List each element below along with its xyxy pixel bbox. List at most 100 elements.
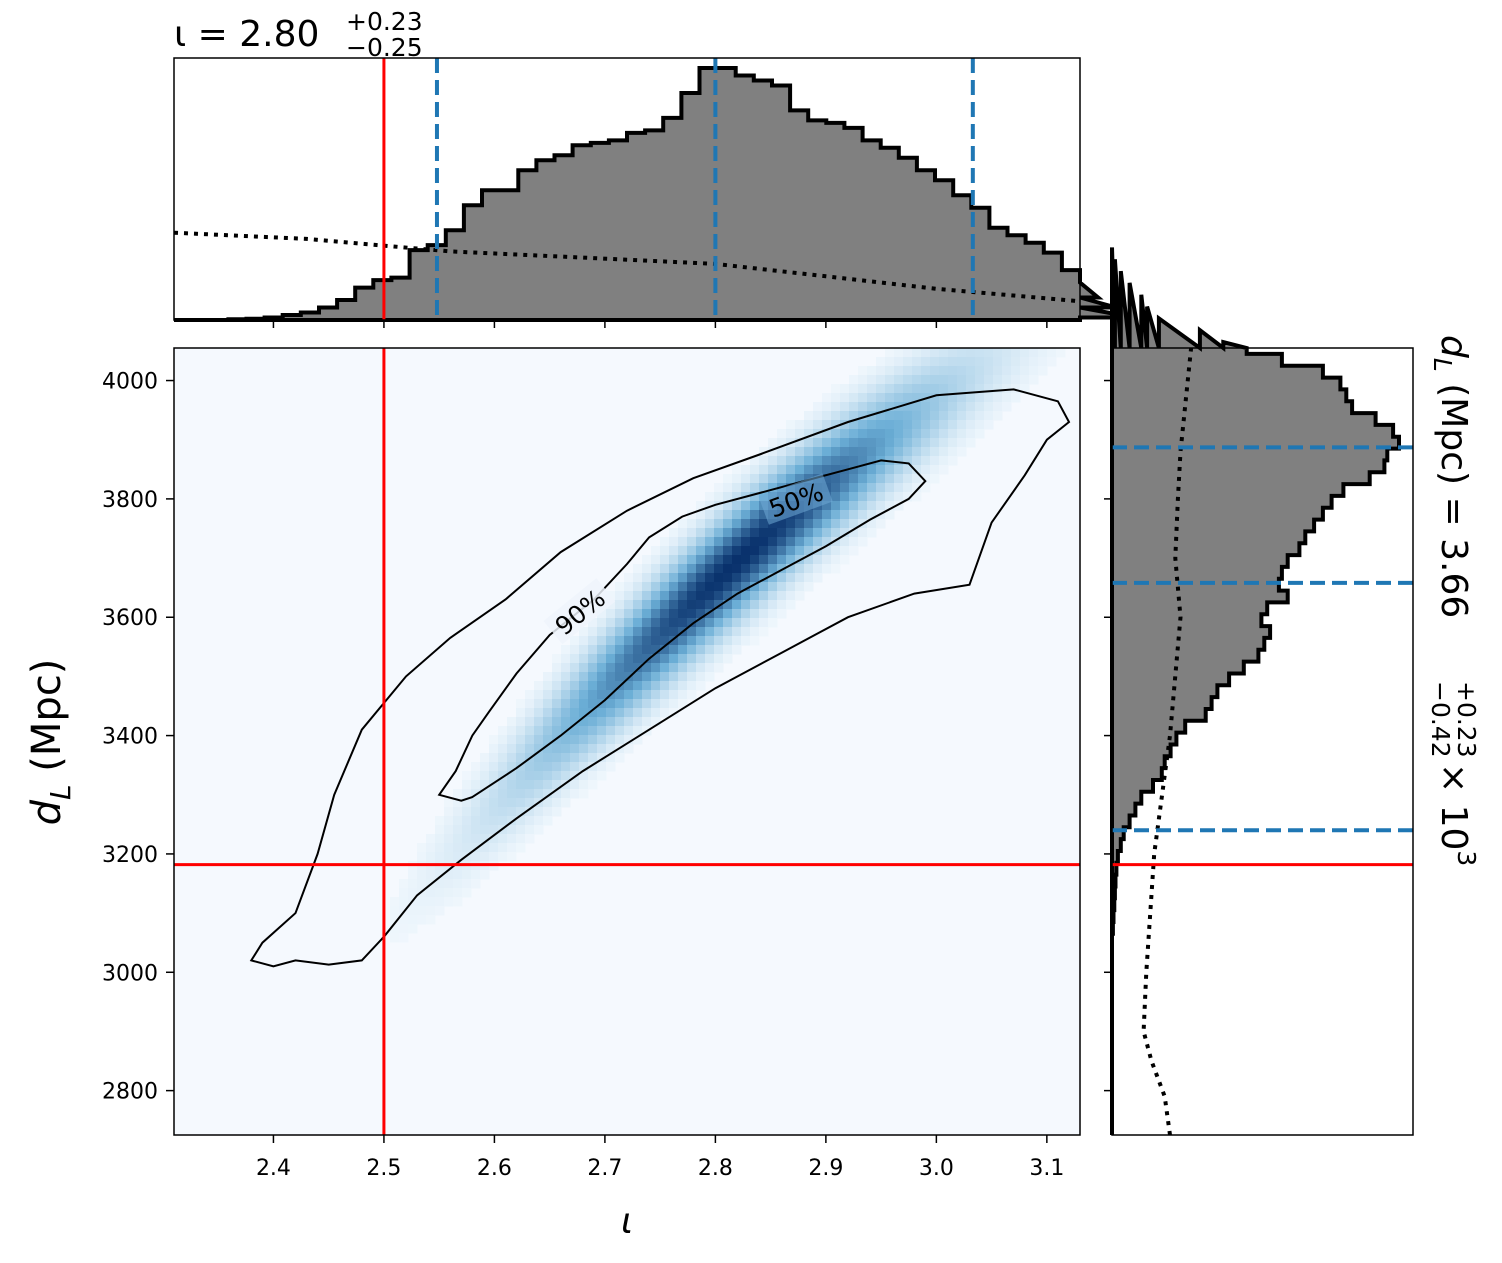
density-cell	[543, 672, 553, 682]
density-cell	[417, 879, 427, 889]
density-cell	[705, 654, 715, 664]
density-cell	[939, 402, 949, 412]
contour-90	[249, 388, 1071, 968]
density-cell	[615, 609, 625, 619]
density-cell	[741, 546, 751, 556]
density-cell	[732, 465, 742, 475]
density-cell	[624, 717, 634, 727]
density-cell	[399, 915, 409, 925]
density-cell	[633, 645, 643, 655]
density-cell	[453, 843, 463, 853]
density-cell	[894, 366, 904, 376]
density-cell	[543, 780, 553, 790]
density-cell	[660, 546, 670, 556]
density-cell	[894, 456, 904, 466]
density-cell	[687, 654, 697, 664]
density-cell	[561, 735, 571, 745]
density-cell	[606, 735, 616, 745]
y-tick-label: 3800	[102, 488, 158, 513]
density-cell	[777, 438, 787, 448]
density-cell	[948, 348, 958, 358]
density-cell	[570, 663, 580, 673]
density-cell	[588, 645, 598, 655]
density-cell	[498, 753, 508, 763]
density-cell	[516, 735, 526, 745]
density-cell	[723, 555, 733, 565]
density-cell	[570, 789, 580, 799]
density-cell	[687, 591, 697, 601]
density-cell	[804, 546, 814, 556]
density-cell	[498, 735, 508, 745]
density-cell	[993, 393, 1003, 403]
density-cell	[723, 546, 733, 556]
density-cell	[624, 636, 634, 646]
density-cell	[885, 420, 895, 430]
density-cell	[633, 636, 643, 646]
density-cell	[534, 789, 544, 799]
density-cell	[822, 465, 832, 475]
density-cell	[813, 411, 823, 421]
density-cell	[867, 447, 877, 457]
density-cell	[777, 447, 787, 457]
density-cell	[741, 519, 751, 529]
density-cell	[606, 753, 616, 763]
density-cell	[876, 420, 886, 430]
density-cell	[669, 645, 679, 655]
density-cell	[696, 663, 706, 673]
density-cell	[534, 744, 544, 754]
density-cell	[1056, 348, 1066, 358]
density-cell	[975, 348, 985, 358]
density-cell	[624, 708, 634, 718]
density-cell	[687, 519, 697, 529]
density-cell	[633, 618, 643, 628]
density-cell	[759, 627, 769, 637]
density-cell	[849, 429, 859, 439]
density-cell	[606, 744, 616, 754]
joint-injection-lines	[174, 348, 1080, 1135]
density-cell	[867, 429, 877, 439]
density-cell	[912, 366, 922, 376]
density-cell	[597, 771, 607, 781]
density-cell	[849, 420, 859, 430]
density-cell	[876, 429, 886, 439]
density-cell	[606, 618, 616, 628]
density-cell	[525, 789, 535, 799]
density-cell	[831, 384, 841, 394]
density-cell	[984, 375, 994, 385]
density-cell	[957, 375, 967, 385]
density-cell	[714, 483, 724, 493]
density-cell	[624, 654, 634, 664]
density-cell	[741, 609, 751, 619]
density-cell	[867, 393, 877, 403]
density-cell	[678, 555, 688, 565]
density-cell	[714, 654, 724, 664]
density-cell	[543, 753, 553, 763]
x-tick-label: 2.7	[587, 1156, 622, 1181]
density-cell	[687, 546, 697, 556]
density-cell	[615, 627, 625, 637]
density-cell	[750, 582, 760, 592]
density-cell	[723, 528, 733, 538]
density-cell	[840, 555, 850, 565]
density-cell	[507, 852, 517, 862]
density-cell	[885, 393, 895, 403]
y-tick-label: 3200	[102, 843, 158, 868]
density-cell	[570, 690, 580, 700]
density-cell	[615, 708, 625, 718]
density-cell	[408, 888, 418, 898]
density-cell	[525, 816, 535, 826]
density-cell	[813, 447, 823, 457]
density-cell	[939, 411, 949, 421]
iota-title-plus: +0.23	[346, 7, 423, 36]
density-cell	[435, 834, 445, 844]
density-cell	[777, 429, 787, 439]
density-cell	[678, 699, 688, 709]
density-cell	[750, 528, 760, 538]
density-cell	[660, 618, 670, 628]
density-cell	[1011, 375, 1021, 385]
density-cell	[804, 519, 814, 529]
density-cell	[786, 420, 796, 430]
density-cell	[840, 519, 850, 529]
density-cell	[489, 789, 499, 799]
density-cell	[633, 609, 643, 619]
